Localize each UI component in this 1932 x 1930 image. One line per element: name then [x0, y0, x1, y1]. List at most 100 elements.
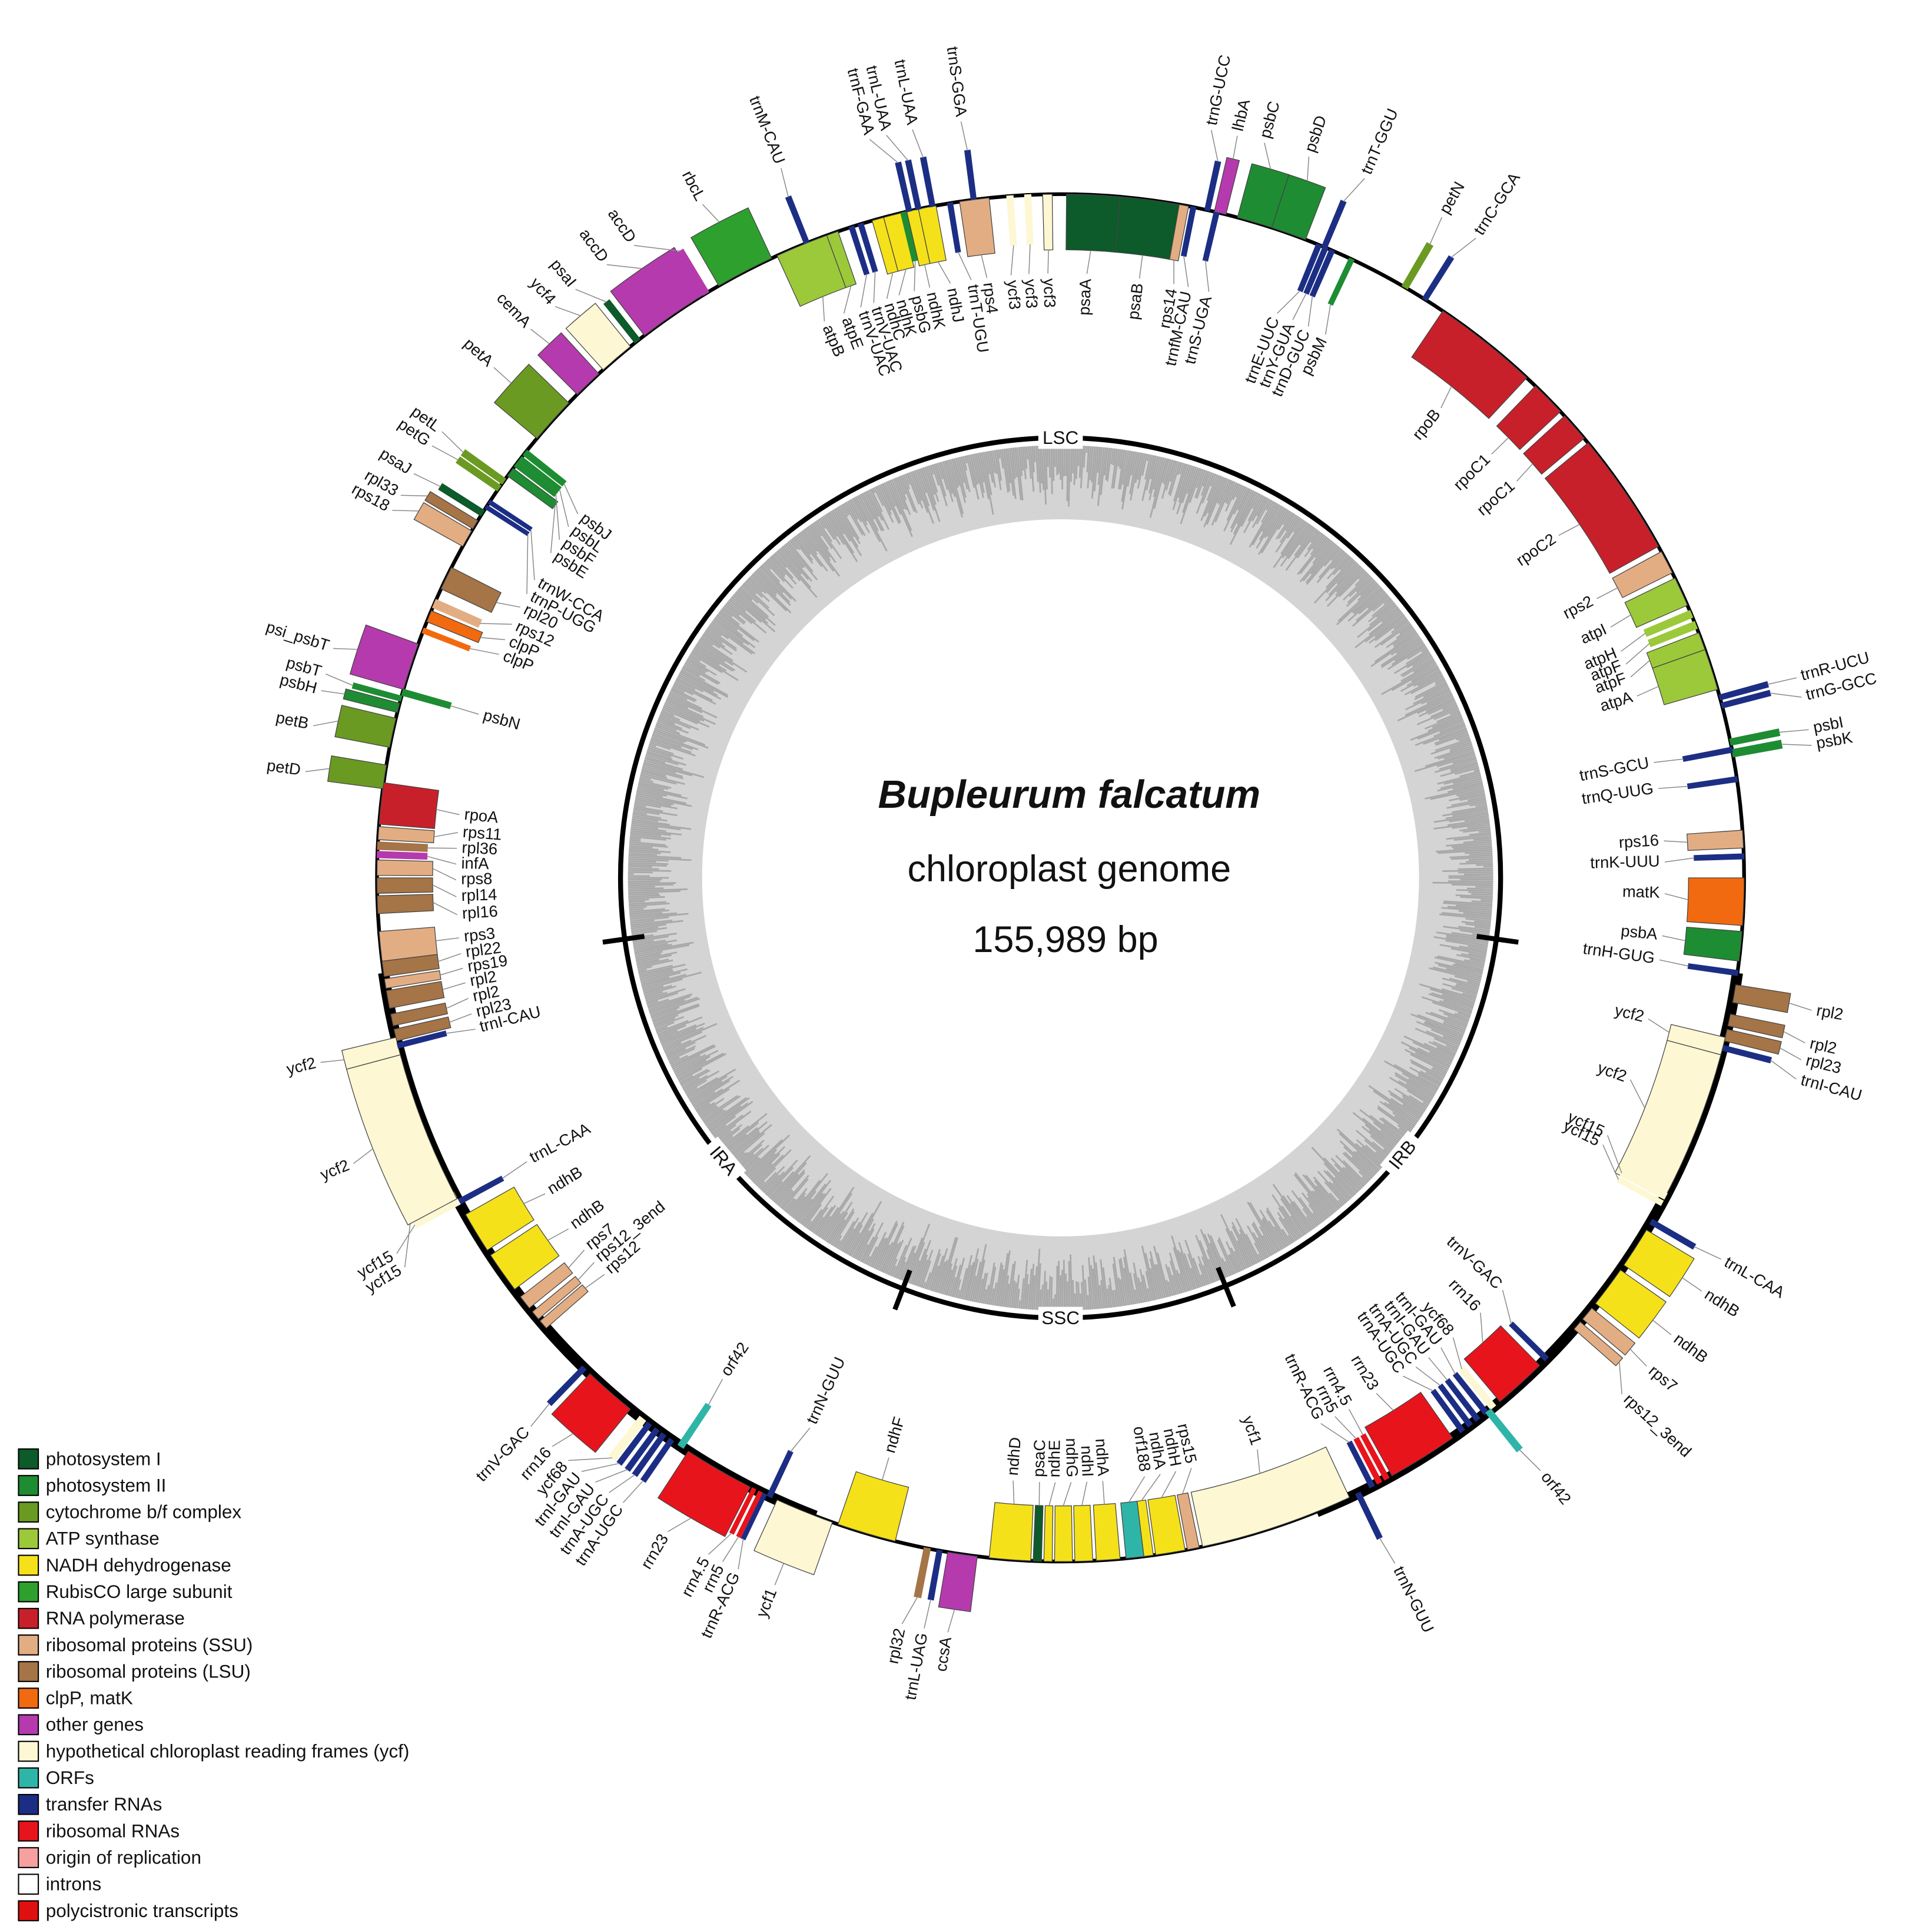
- leader-line: [1602, 1145, 1619, 1180]
- gene-label: ndhE: [1045, 1440, 1064, 1477]
- gene-block: [1582, 1307, 1636, 1356]
- gene-block: [386, 981, 445, 1009]
- leader-line: [1654, 758, 1684, 763]
- gene-block: [376, 877, 433, 894]
- leader-line: [924, 264, 931, 288]
- gene-block: [493, 363, 570, 439]
- gene-block: [959, 197, 995, 257]
- gene-label: ycf2: [285, 1053, 318, 1078]
- gene-block: [1169, 204, 1189, 261]
- gene-block: [677, 1402, 712, 1449]
- leader-line: [738, 1538, 744, 1570]
- gene-block: [346, 1054, 458, 1226]
- region-label-bg: [701, 1136, 746, 1185]
- leader-line: [901, 1596, 918, 1624]
- leader-line: [1658, 785, 1688, 789]
- leader-line: [333, 648, 358, 650]
- leader-line: [1664, 840, 1688, 843]
- genome-size: 155,989 bp: [972, 919, 1158, 960]
- legend-swatch: [18, 1581, 39, 1603]
- gene-block: [539, 1284, 589, 1329]
- leader-line: [1502, 1290, 1512, 1324]
- gene-block: [1043, 1505, 1054, 1562]
- leader-line: [606, 264, 642, 269]
- region-boundary: [892, 1269, 912, 1311]
- leader-line: [426, 855, 457, 865]
- gene-label: trnC-GCA: [1470, 169, 1524, 238]
- gene-label: ndhB: [1702, 1285, 1743, 1321]
- leader-line: [325, 674, 354, 687]
- gene-block: [431, 599, 482, 628]
- gene-block: [753, 1499, 833, 1576]
- region-label-bg: [1038, 1306, 1083, 1329]
- gene-block: [1190, 1446, 1350, 1547]
- leader-line: [523, 1193, 546, 1205]
- gene-label: petD: [265, 756, 301, 779]
- leader-line: [400, 495, 428, 497]
- gene-label: trnM-CAU: [746, 93, 789, 166]
- leader-line: [563, 483, 579, 515]
- leader-line: [1402, 1375, 1434, 1392]
- gene-block: [440, 566, 502, 613]
- gene-block: [327, 755, 387, 790]
- gene-block: [455, 456, 502, 492]
- gene-block: [349, 624, 419, 690]
- gene-block: [1595, 1269, 1667, 1339]
- gene-label: psbD: [1300, 113, 1330, 154]
- gene-block: [1727, 1013, 1785, 1039]
- gene-block: [883, 213, 915, 272]
- gene-block: [376, 851, 428, 860]
- leader-line: [873, 271, 876, 303]
- leader-line: [1452, 1337, 1462, 1369]
- gene-label: trnT-GGU: [1357, 106, 1402, 177]
- leader-line: [1519, 1449, 1541, 1471]
- gene-label: orf42: [1538, 1468, 1575, 1508]
- region-boundary: [1476, 934, 1519, 945]
- legend-swatch: [18, 1528, 39, 1550]
- gene-block: [1623, 1229, 1695, 1298]
- leader-line: [869, 139, 899, 164]
- gene-label: ycf2: [1613, 1001, 1646, 1026]
- gene-label: rpoC1: [1450, 450, 1494, 493]
- gene-block: [1033, 1505, 1044, 1562]
- gene-block: [848, 225, 870, 276]
- gene-label: rpl36: [462, 838, 498, 858]
- gene-label: petA: [460, 334, 497, 370]
- gene-block: [490, 1223, 560, 1290]
- gene-block: [1120, 1501, 1144, 1559]
- legend-swatch: [18, 1793, 39, 1815]
- gene-block: [379, 926, 438, 962]
- region-label-bg: [1380, 1130, 1426, 1179]
- leader-line: [530, 329, 550, 344]
- leader-line: [1440, 386, 1452, 409]
- gene-block: [1114, 196, 1180, 260]
- leader-line: [438, 953, 462, 962]
- gene-block: [1687, 877, 1745, 926]
- leader-line: [1013, 1480, 1015, 1504]
- leader-line: [1516, 463, 1533, 482]
- leader-line: [1664, 857, 1695, 863]
- leader-line: [1376, 1392, 1394, 1411]
- legend-label: photosystem I: [46, 1448, 161, 1469]
- legend-label: ATP synthase: [46, 1528, 160, 1549]
- gene-block: [377, 841, 429, 852]
- gene-label: cemA: [493, 288, 535, 331]
- gene-block: [1687, 776, 1738, 790]
- gene-block: [334, 705, 397, 748]
- leader-line: [1257, 1449, 1260, 1474]
- leader-line: [440, 967, 463, 976]
- gene-label: rps11: [462, 823, 502, 844]
- gene-label: ndhG: [1063, 1438, 1081, 1477]
- leader-line: [496, 602, 520, 608]
- leader-line: [432, 868, 457, 881]
- leader-line: [1379, 1537, 1396, 1564]
- leader-line: [1682, 1277, 1702, 1292]
- gene-block: [1430, 1388, 1465, 1434]
- leader-line: [568, 1249, 585, 1269]
- gene-block: [1544, 442, 1659, 574]
- legend-label: ribosomal RNAs: [46, 1820, 180, 1841]
- region-boundary: [1216, 1266, 1236, 1308]
- leader-line: [1233, 135, 1238, 160]
- gene-block: [947, 202, 961, 253]
- leader-line: [1415, 1367, 1441, 1387]
